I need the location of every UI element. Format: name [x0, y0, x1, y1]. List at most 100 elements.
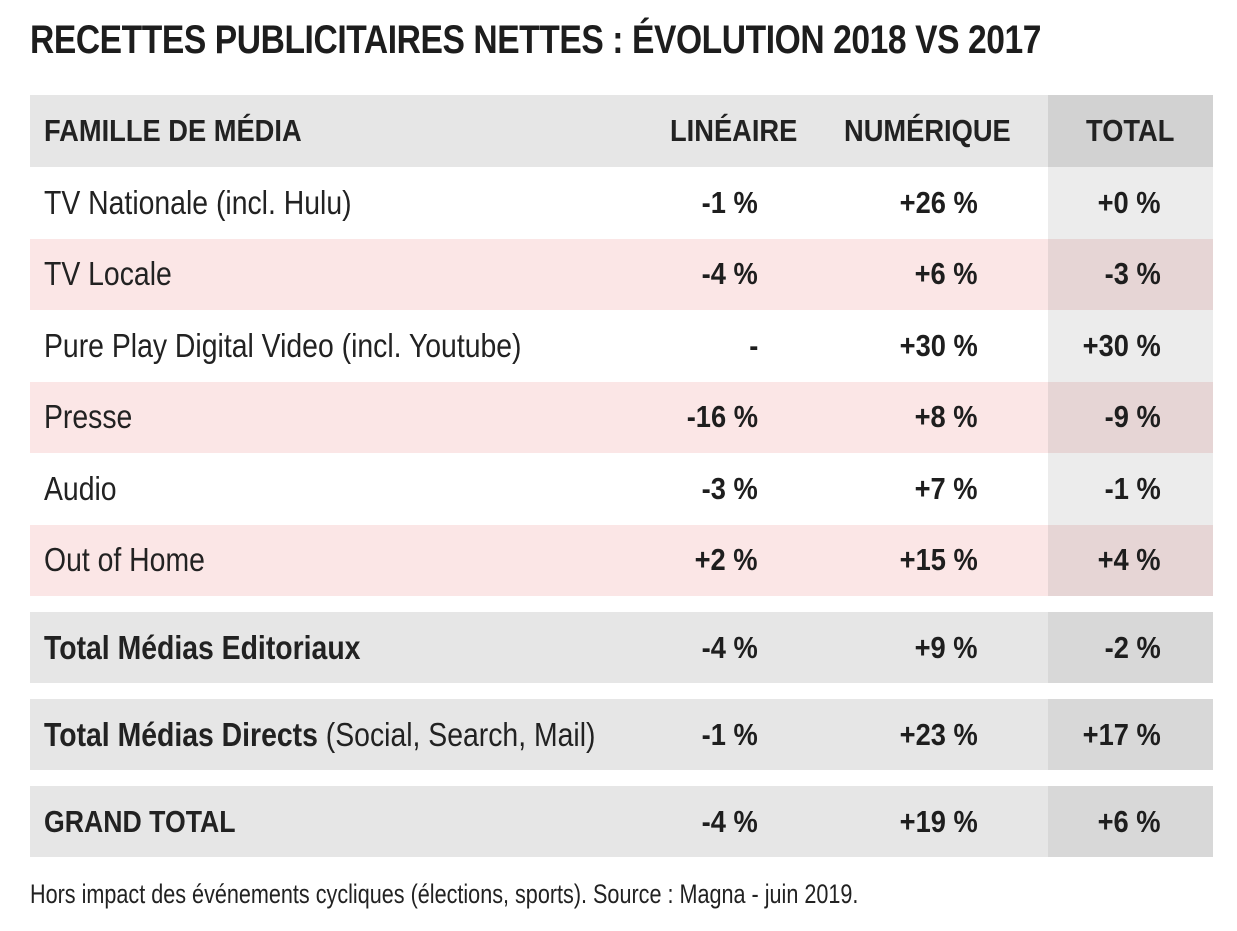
- lineaire-value: -4 %: [701, 629, 758, 665]
- lineaire-value: -1 %: [701, 716, 758, 752]
- total-value: -3 %: [1104, 256, 1161, 292]
- numerique-cell: +7 %: [840, 453, 978, 525]
- page-title: RECETTES PUBLICITAIRES NETTES : ÉVOLUTIO…: [30, 18, 1042, 62]
- numerique-value: +7 %: [915, 470, 978, 506]
- total-label-wrap: GRAND TOTAL: [44, 804, 236, 840]
- total-value: -9 %: [1104, 399, 1161, 435]
- media-revenue-table: FAMILLE DE MÉDIA LINÉAIRE NUMÉRIQUE TOTA…: [30, 95, 1213, 857]
- total-cell: +0 %: [1048, 167, 1213, 239]
- numerique-cell: +9 %: [840, 612, 978, 683]
- total-label-cell: Total Médias Directs (Social, Search, Ma…: [44, 699, 664, 770]
- lineaire-value: -3 %: [701, 470, 758, 506]
- row-label: Pure Play Digital Video (incl. Youtube): [44, 326, 522, 364]
- total-row-directs: Total Médias Directs (Social, Search, Ma…: [30, 699, 1213, 770]
- total-row-editoriaux: Total Médias Editoriaux -4 % +9 % -2 %: [30, 612, 1213, 683]
- lineaire-cell: -4 %: [660, 239, 758, 311]
- total-value: +17 %: [1082, 716, 1161, 752]
- total-cell: -9 %: [1048, 381, 1213, 453]
- total-label: GRAND TOTAL: [44, 803, 236, 839]
- lineaire-value: -16 %: [686, 399, 758, 435]
- table-row: TV Locale -4 % +6 % -3 %: [30, 238, 1213, 311]
- total-label-wrap: Total Médias Editoriaux: [44, 629, 360, 667]
- lineaire-cell: -1 %: [660, 167, 758, 239]
- numerique-cell: +30 %: [840, 310, 978, 382]
- row-spacer: [30, 596, 1213, 612]
- column-header-lineaire-text: LINÉAIRE: [670, 113, 798, 148]
- total-value: +6 %: [1098, 803, 1161, 839]
- total-value: -1 %: [1104, 470, 1161, 506]
- lineaire-value: -: [748, 327, 758, 363]
- column-header-total: TOTAL: [1048, 95, 1213, 167]
- total-label-cell: GRAND TOTAL: [44, 786, 664, 857]
- lineaire-cell: -: [660, 310, 758, 382]
- row-label: TV Nationale (incl. Hulu): [44, 183, 352, 221]
- column-header-total-text: TOTAL: [1086, 113, 1175, 148]
- table-row: Presse -16 % +8 % -9 %: [30, 381, 1213, 454]
- row-label-cell: Audio: [44, 453, 664, 525]
- lineaire-value: +2 %: [695, 542, 758, 578]
- lineaire-cell: -3 %: [660, 453, 758, 525]
- numerique-value: +6 %: [915, 256, 978, 292]
- lineaire-cell: -4 %: [660, 612, 758, 683]
- numerique-value: +8 %: [915, 399, 978, 435]
- lineaire-value: -4 %: [701, 803, 758, 839]
- column-header-numerique: NUMÉRIQUE: [844, 95, 1034, 167]
- total-label-wrap: Total Médias Directs (Social, Search, Ma…: [44, 716, 595, 754]
- total-value: -2 %: [1104, 629, 1161, 665]
- total-label: Total Médias Editoriaux: [44, 628, 361, 666]
- source-note: Hors impact des événements cycliques (él…: [30, 879, 859, 909]
- total-value: +4 %: [1098, 542, 1161, 578]
- row-label-cell: TV Nationale (incl. Hulu): [44, 167, 664, 239]
- numerique-value: +23 %: [899, 716, 978, 752]
- row-spacer: [30, 770, 1213, 786]
- row-spacer: [30, 683, 1213, 699]
- lineaire-cell: -16 %: [660, 382, 758, 454]
- total-cell: -2 %: [1048, 612, 1213, 683]
- total-cell: +6 %: [1048, 786, 1213, 857]
- lineaire-cell: -1 %: [660, 699, 758, 770]
- column-header-famille: FAMILLE DE MÉDIA: [44, 95, 664, 167]
- row-label-cell: Out of Home: [44, 525, 664, 597]
- column-header-numerique-text: NUMÉRIQUE: [844, 113, 1011, 148]
- row-label-cell: Presse: [44, 382, 664, 454]
- row-label-cell: TV Locale: [44, 239, 664, 311]
- table-row: Audio -3 % +7 % -1 %: [30, 453, 1213, 525]
- table-row: Out of Home +2 % +15 % +4 %: [30, 524, 1213, 597]
- numerique-cell: +15 %: [840, 525, 978, 597]
- total-label: Total Médias Directs: [44, 715, 318, 753]
- numerique-value: +26 %: [899, 184, 978, 220]
- numerique-cell: +19 %: [840, 786, 978, 857]
- numerique-cell: +8 %: [840, 382, 978, 454]
- row-label: Out of Home: [44, 541, 205, 579]
- table-header-row: FAMILLE DE MÉDIA LINÉAIRE NUMÉRIQUE TOTA…: [30, 95, 1213, 167]
- lineaire-cell: -4 %: [660, 786, 758, 857]
- row-label: Audio: [44, 469, 117, 507]
- lineaire-value: -4 %: [701, 256, 758, 292]
- total-cell: +4 %: [1048, 524, 1213, 596]
- total-cell: -1 %: [1048, 453, 1213, 525]
- lineaire-cell: +2 %: [660, 525, 758, 597]
- total-label-extra: (Social, Search, Mail): [317, 715, 596, 753]
- numerique-cell: +26 %: [840, 167, 978, 239]
- total-label-cell: Total Médias Editoriaux: [44, 612, 664, 683]
- lineaire-value: -1 %: [701, 184, 758, 220]
- table-row: Pure Play Digital Video (incl. Youtube) …: [30, 310, 1213, 382]
- total-cell: -3 %: [1048, 238, 1213, 310]
- row-label: Presse: [44, 398, 133, 436]
- column-header-lineaire: LINÉAIRE: [670, 95, 810, 167]
- numerique-value: +19 %: [899, 803, 978, 839]
- numerique-cell: +6 %: [840, 239, 978, 311]
- numerique-cell: +23 %: [840, 699, 978, 770]
- grand-total-row: GRAND TOTAL -4 % +19 % +6 %: [30, 786, 1213, 857]
- row-label-cell: Pure Play Digital Video (incl. Youtube): [44, 310, 664, 382]
- numerique-value: +30 %: [899, 327, 978, 363]
- numerique-value: +15 %: [899, 542, 978, 578]
- total-cell: +17 %: [1048, 699, 1213, 770]
- total-value: +30 %: [1082, 327, 1161, 363]
- row-label: TV Locale: [44, 255, 172, 293]
- column-header-famille-text: FAMILLE DE MÉDIA: [44, 113, 302, 148]
- total-value: +0 %: [1098, 184, 1161, 220]
- total-cell: +30 %: [1048, 310, 1213, 382]
- table-row: TV Nationale (incl. Hulu) -1 % +26 % +0 …: [30, 167, 1213, 239]
- numerique-value: +9 %: [915, 629, 978, 665]
